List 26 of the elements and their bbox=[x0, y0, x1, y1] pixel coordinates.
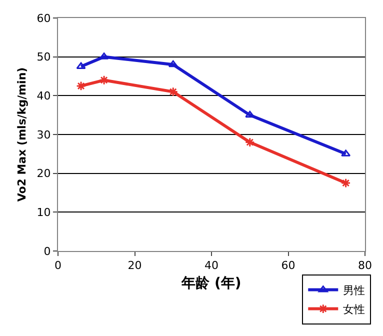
y-tick-label: 0 bbox=[44, 244, 51, 258]
point bbox=[76, 81, 86, 91]
y-tick-label: 50 bbox=[36, 50, 51, 64]
x-tick-label: 60 bbox=[281, 259, 296, 272]
y-tick-label: 20 bbox=[36, 167, 51, 180]
point bbox=[76, 62, 86, 70]
y-tick-label: 60 bbox=[36, 12, 51, 25]
x-tick-label: 80 bbox=[358, 259, 372, 272]
x-tick-label: 20 bbox=[128, 259, 142, 272]
legend-label: 女性 bbox=[343, 303, 366, 316]
point bbox=[168, 60, 178, 68]
x-tick-label: 0 bbox=[54, 259, 62, 272]
y-tick-label: 40 bbox=[36, 90, 51, 103]
point bbox=[244, 137, 255, 148]
point bbox=[99, 52, 109, 60]
legend-label: 男性 bbox=[343, 284, 366, 298]
x-tick-label: 40 bbox=[204, 259, 218, 272]
y-axis-title: Vo2 Max (mls/kg/min) bbox=[15, 67, 28, 202]
y-tick-label: 30 bbox=[36, 128, 51, 142]
point bbox=[341, 150, 351, 156]
y-tick-label: 10 bbox=[36, 206, 51, 220]
point bbox=[340, 178, 351, 188]
x-axis-title: 年龄 (年) bbox=[180, 276, 242, 292]
point bbox=[168, 86, 178, 97]
point bbox=[99, 75, 109, 86]
point bbox=[245, 110, 255, 118]
